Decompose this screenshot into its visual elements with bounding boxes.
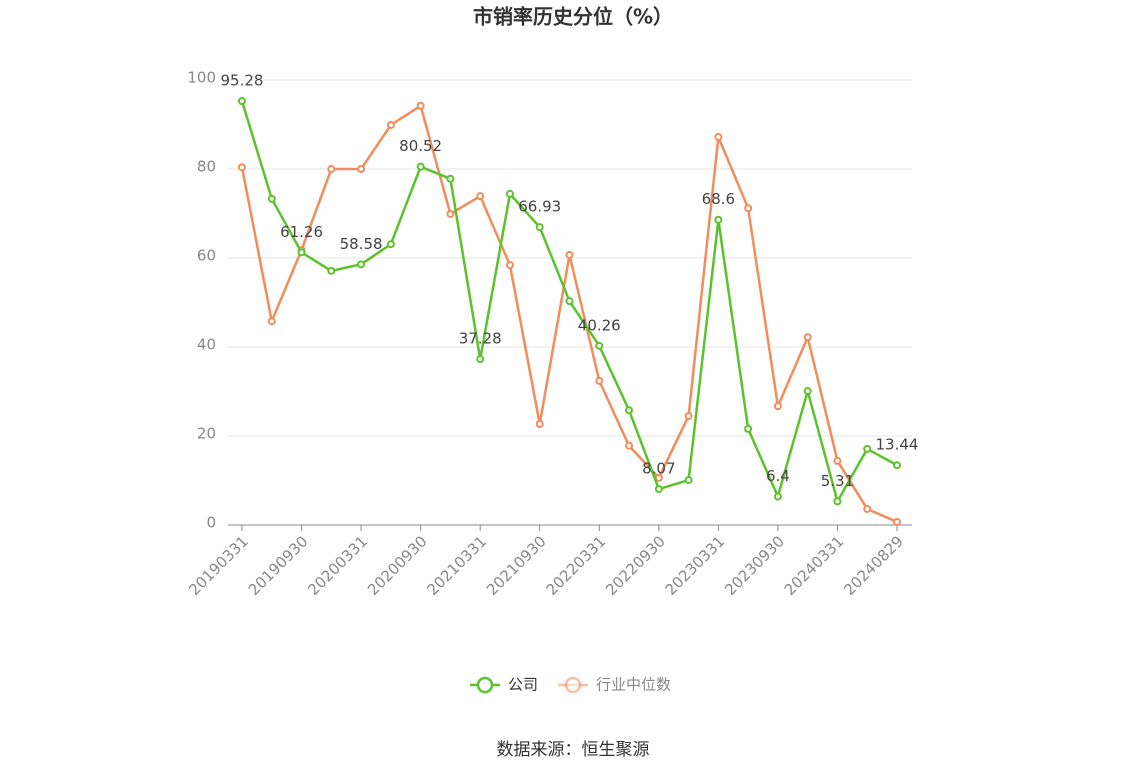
point (238, 97, 246, 106)
point (446, 174, 455, 183)
point (714, 215, 723, 224)
point (684, 476, 693, 485)
point (625, 406, 634, 415)
point (505, 261, 514, 270)
data-label: 8.07 (642, 460, 675, 478)
point (386, 240, 395, 249)
point (833, 456, 842, 465)
legend-item: 行业中位数 (558, 676, 671, 694)
x-tick-label: 20240829 (840, 532, 907, 599)
legend-marker (476, 676, 494, 694)
y-tick-label: 0 (206, 514, 216, 532)
point (773, 402, 782, 411)
point (833, 497, 842, 506)
legend-marker (564, 676, 582, 694)
point (803, 387, 812, 396)
point (595, 376, 604, 385)
point (863, 444, 872, 453)
point (416, 101, 425, 110)
legend-item: 公司 (470, 676, 538, 694)
x-tick-label: 20190331 (185, 532, 252, 599)
data-label: 58.58 (340, 235, 383, 253)
point (386, 120, 395, 129)
point (744, 424, 753, 433)
point (416, 162, 425, 171)
data-label: 61.26 (280, 223, 323, 241)
point (803, 333, 812, 342)
y-tick-label: 40 (197, 336, 216, 354)
x-tick-label: 20200930 (364, 532, 431, 599)
point (565, 297, 574, 306)
point (893, 517, 901, 526)
point (297, 248, 306, 257)
y-tick-label: 100 (187, 69, 216, 87)
point (684, 411, 693, 420)
point (446, 209, 455, 218)
x-tick-label: 20210930 (483, 532, 550, 599)
point (535, 419, 544, 428)
source: 数据来源：恒生聚源 (497, 740, 650, 760)
x-tick-label: 20230930 (721, 532, 788, 599)
point (714, 132, 723, 141)
point (535, 223, 544, 232)
point (267, 317, 276, 326)
data-label: 13.44 (876, 436, 919, 454)
point (595, 341, 604, 350)
point (267, 194, 276, 203)
data-label: 80.52 (399, 137, 442, 155)
point (505, 189, 514, 198)
point (238, 163, 246, 172)
point (476, 192, 485, 201)
point (893, 461, 901, 470)
x-tick-label: 20240331 (781, 532, 848, 599)
point (773, 492, 782, 501)
y-tick-label: 60 (197, 247, 216, 265)
y-tick-label: 20 (197, 425, 216, 443)
x-tick-label: 20210331 (423, 532, 490, 599)
point (327, 266, 336, 275)
point (565, 250, 574, 259)
point (654, 485, 663, 494)
legend-label: 公司 (508, 676, 538, 694)
data-label: 6.4 (766, 467, 790, 485)
x-tick-label: 20220930 (602, 532, 669, 599)
data-label: 5.31 (821, 472, 854, 490)
point (744, 204, 753, 213)
data-label: 68.6 (702, 190, 735, 208)
y-tick-label: 80 (197, 158, 216, 176)
point (357, 165, 366, 173)
x-tick-label: 20200331 (304, 532, 371, 599)
data-label: 95.28 (221, 72, 264, 90)
data-label: 66.93 (518, 198, 561, 216)
x-tick-label: 20190930 (245, 532, 312, 599)
data-label: 40.26 (578, 316, 621, 334)
point (625, 441, 634, 450)
point (476, 355, 485, 364)
legend-label: 行业中位数 (596, 676, 671, 694)
chart-title: 市销率历史分位（%） (473, 5, 673, 29)
point (327, 165, 336, 173)
point (357, 260, 366, 269)
data-label: 37.28 (459, 330, 502, 348)
x-tick-label: 20230331 (662, 532, 729, 599)
x-tick-label: 20220331 (543, 532, 610, 599)
point (863, 504, 872, 513)
series-line (240, 103, 898, 524)
